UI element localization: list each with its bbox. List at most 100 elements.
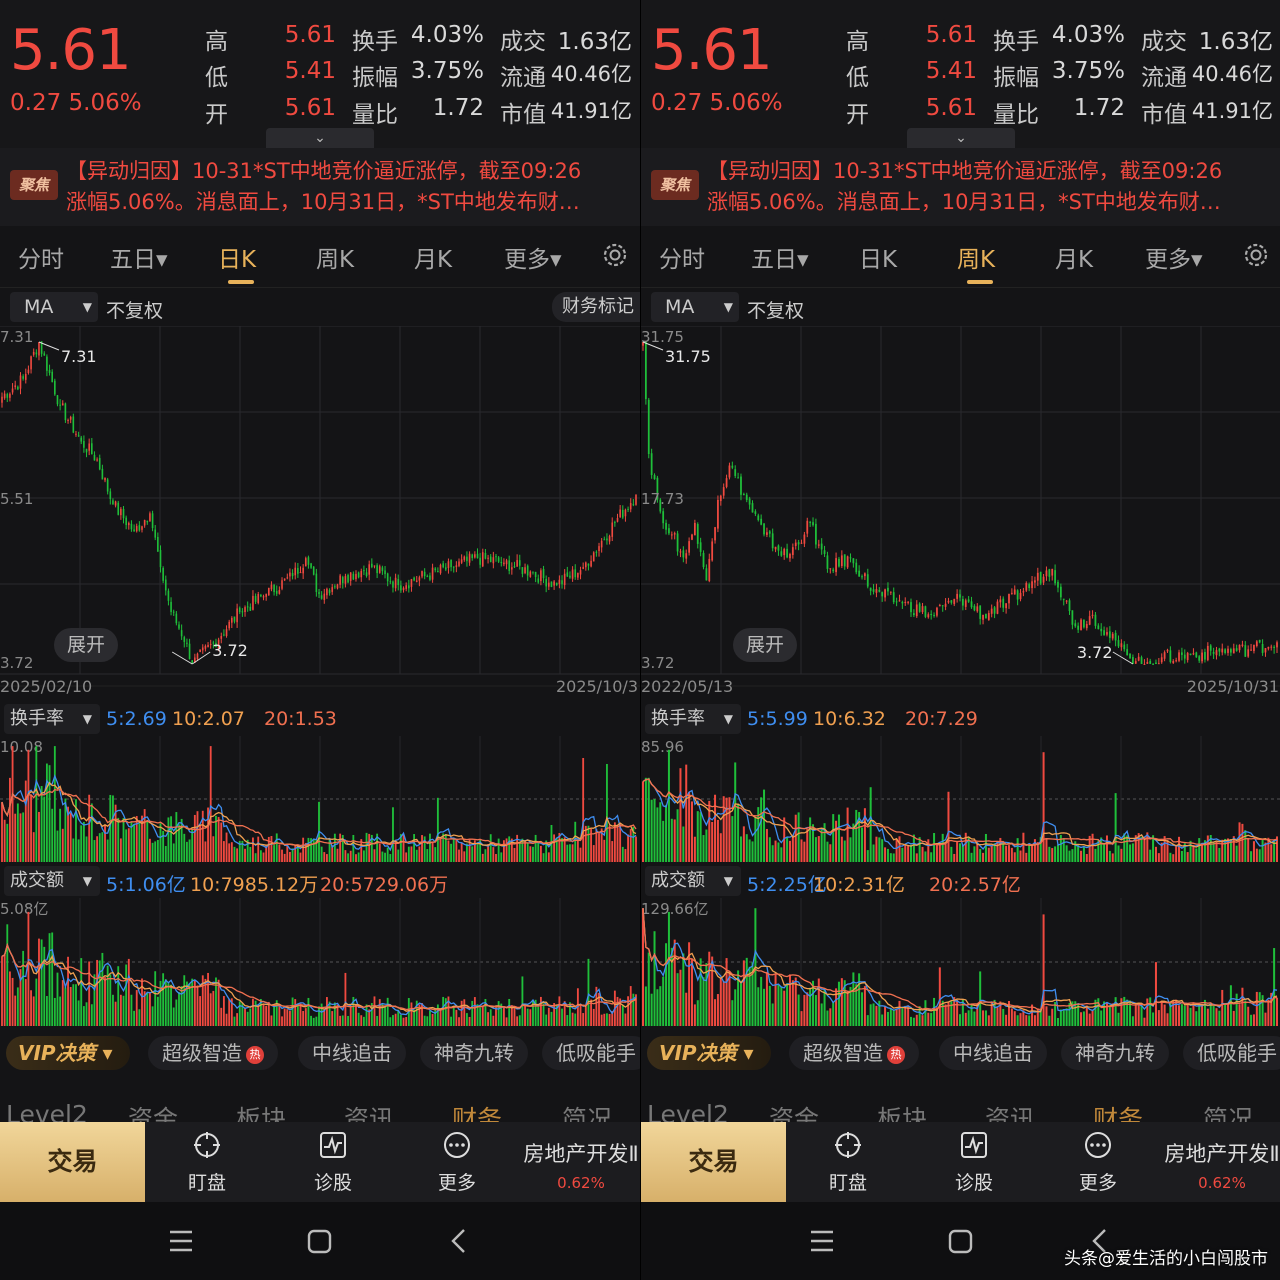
candle-body <box>849 557 852 559</box>
expand-button[interactable]: 展开 <box>54 628 118 662</box>
candle-body <box>289 572 291 577</box>
strategy-pill[interactable]: 中线追击 <box>298 1036 406 1070</box>
turnover-selector[interactable]: 换手率 ▼ <box>4 704 100 734</box>
detail-tab[interactable]: 资金 <box>128 1105 179 1126</box>
candle-body <box>924 606 927 617</box>
tab-period[interactable]: 月K <box>414 247 453 273</box>
home-icon[interactable] <box>307 1229 332 1254</box>
menu-icon[interactable] <box>170 1230 192 1252</box>
turnover-bar <box>1097 840 1100 862</box>
trade-button[interactable]: 交易 <box>641 1122 786 1202</box>
turnover-bar <box>378 843 381 862</box>
gear-icon[interactable] <box>600 240 630 270</box>
turnover-bar <box>516 834 519 862</box>
ma-selector[interactable]: MA ▼ <box>10 292 98 322</box>
turnover-chart[interactable]: 10.08 <box>0 736 640 862</box>
vip-decision-button[interactable]: VIP决策 ▾ <box>647 1036 771 1070</box>
home-icon[interactable] <box>948 1229 973 1254</box>
strategy-pill[interactable]: 中线追击 <box>939 1036 1047 1070</box>
sector-info[interactable]: 房地产开发Ⅱ 0.62% <box>1163 1138 1280 1192</box>
quote-expand-toggle[interactable]: ⌄ <box>907 128 1015 148</box>
tab-period[interactable]: 周K <box>316 247 355 273</box>
turnover-bar <box>450 843 453 862</box>
detail-tab[interactable]: Level2 <box>6 1100 88 1126</box>
tab-period[interactable]: 五日▾ <box>110 247 168 273</box>
news-ticker[interactable]: 聚焦 【异动归因】10-31*ST中地竞价逼近涨停，截至09:26 涨幅5.06%。… <box>641 148 1280 226</box>
strategy-pill[interactable]: 超级智造热 <box>789 1036 919 1070</box>
news-ticker[interactable]: 聚焦 【异动归因】10-31*ST中地竞价逼近涨停，截至09:26 涨幅5.06%。… <box>0 148 640 226</box>
amount-chart[interactable]: 129.66亿 <box>641 898 1280 1026</box>
adjust-mode[interactable]: 不复权 <box>747 300 805 322</box>
tab-period[interactable]: 日K <box>859 247 898 273</box>
amount-bar <box>370 1003 373 1026</box>
vip-decision-button[interactable]: VIP决策 ▾ <box>6 1036 130 1070</box>
back-icon[interactable] <box>1092 1229 1106 1253</box>
candle-body <box>315 573 318 592</box>
turnover-bar <box>760 797 763 862</box>
detail-tab[interactable]: 简况 <box>1203 1105 1254 1126</box>
tab-period[interactable]: 更多▾ <box>504 247 562 273</box>
tab-period[interactable]: 五日▾ <box>751 247 809 273</box>
quote-value: 40.46亿 <box>1191 62 1273 86</box>
amount-bar <box>429 1010 431 1026</box>
candle-body <box>434 568 437 571</box>
bottom-watch-button[interactable]: 盯盘 <box>803 1130 893 1195</box>
turnover-bar <box>921 846 924 862</box>
trade-button[interactable]: 交易 <box>0 1122 145 1202</box>
tab-period[interactable]: 周K <box>957 247 996 273</box>
tab-period[interactable]: 日K <box>218 247 257 273</box>
back-icon[interactable] <box>451 1229 465 1253</box>
detail-tab[interactable]: 板块 <box>877 1105 928 1126</box>
detail-tab[interactable]: 板块 <box>236 1105 287 1126</box>
detail-tab[interactable]: 资讯 <box>985 1105 1036 1126</box>
bottom-watch-button[interactable]: 盯盘 <box>162 1130 252 1195</box>
amount-bar <box>590 999 593 1026</box>
adjust-mode[interactable]: 不复权 <box>106 300 164 322</box>
ma-selector[interactable]: MA ▼ <box>651 292 739 322</box>
turnover-bar <box>1273 840 1276 862</box>
turnover-bar <box>582 757 585 862</box>
candle-body <box>964 600 967 607</box>
strategy-pill[interactable]: 神奇九转 <box>1061 1036 1169 1070</box>
tab-period[interactable]: 更多▾ <box>1145 247 1203 273</box>
expand-button[interactable]: 展开 <box>733 628 797 662</box>
detail-tab[interactable]: 资讯 <box>344 1105 395 1126</box>
detail-tab[interactable]: Level2 <box>647 1100 729 1126</box>
tab-period[interactable]: 月K <box>1055 247 1094 273</box>
strategy-pill[interactable]: 神奇九转 <box>420 1036 528 1070</box>
bottom-diagnose-button[interactable]: 诊股 <box>929 1130 1019 1195</box>
detail-tab[interactable]: 财务 <box>452 1105 503 1126</box>
gear-icon[interactable] <box>1241 240 1271 270</box>
bottom-more-button[interactable]: 更多 <box>1053 1130 1143 1195</box>
strategy-pill[interactable]: 超级智造热 <box>148 1036 278 1070</box>
detail-tab[interactable]: 简况 <box>562 1105 613 1126</box>
quote-expand-toggle[interactable]: ⌄ <box>266 128 374 148</box>
strategy-pill[interactable]: 低吸能手 <box>1183 1036 1280 1070</box>
candle-body <box>244 607 246 613</box>
detail-tab[interactable]: 资金 <box>769 1105 820 1126</box>
strategy-pill-label: 超级智造 <box>162 1041 242 1065</box>
bottom-more-button[interactable]: 更多 <box>412 1130 502 1195</box>
finance-mark-button[interactable]: 财务标记 <box>552 292 640 322</box>
turnover-bar <box>679 768 682 862</box>
amount-selector[interactable]: 成交额 ▼ <box>4 866 100 896</box>
amount-chart[interactable]: 5.08亿 <box>0 898 640 1026</box>
bottom-diagnose-button[interactable]: 诊股 <box>288 1130 378 1195</box>
tab-period[interactable]: 分时 <box>18 247 64 273</box>
amount-selector[interactable]: 成交额 ▼ <box>645 866 741 896</box>
tab-period[interactable]: 分时 <box>659 247 705 273</box>
turnover-selector[interactable]: 换手率 ▼ <box>645 704 741 734</box>
turnover-chart[interactable]: 85.96 <box>641 736 1280 862</box>
turnover-bar <box>283 853 286 862</box>
turnover-bar <box>154 841 157 862</box>
detail-tab[interactable]: 财务 <box>1093 1105 1144 1126</box>
amount-bar <box>434 1008 437 1026</box>
sector-info[interactable]: 房地产开发Ⅱ 0.62% <box>522 1138 640 1192</box>
menu-icon[interactable] <box>811 1230 833 1252</box>
turnover-bar <box>119 838 122 862</box>
candle-body <box>265 594 267 597</box>
strategy-pill[interactable]: 低吸能手 <box>542 1036 640 1070</box>
amount-bar <box>458 1017 460 1026</box>
